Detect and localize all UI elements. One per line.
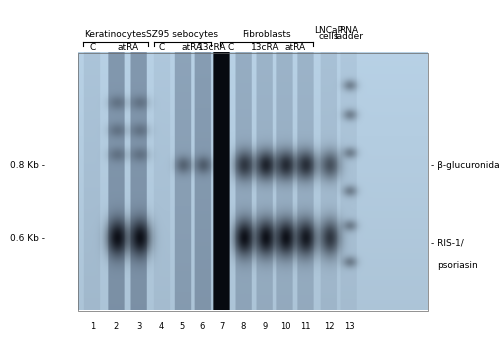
- Text: 5: 5: [180, 322, 185, 331]
- Text: LNCaP: LNCaP: [314, 26, 344, 35]
- Text: atRA: atRA: [118, 43, 139, 52]
- Text: atRA: atRA: [284, 43, 306, 52]
- Text: C: C: [158, 43, 164, 52]
- Text: Keratinocytes: Keratinocytes: [84, 30, 146, 39]
- Text: atRA: atRA: [182, 43, 203, 52]
- Text: C: C: [228, 43, 234, 52]
- Bar: [78, 53, 428, 310]
- Text: psoriasin: psoriasin: [437, 261, 478, 270]
- Text: 3: 3: [136, 322, 141, 331]
- Text: cells: cells: [319, 32, 339, 41]
- Text: RNA: RNA: [340, 26, 358, 35]
- Text: 6: 6: [200, 322, 205, 331]
- Text: SZ95 sebocytes: SZ95 sebocytes: [146, 30, 218, 39]
- Text: C: C: [90, 43, 96, 52]
- Text: 9: 9: [262, 322, 268, 331]
- Text: 13: 13: [344, 322, 354, 331]
- Text: 2: 2: [114, 322, 119, 331]
- Text: 0.8 Kb -: 0.8 Kb -: [10, 161, 45, 170]
- Text: 12: 12: [324, 322, 334, 331]
- Text: 10: 10: [280, 322, 290, 331]
- Text: 8: 8: [241, 322, 246, 331]
- Text: 0.6 Kb -: 0.6 Kb -: [10, 234, 45, 243]
- Text: 13cRA: 13cRA: [198, 43, 226, 52]
- Text: 1: 1: [90, 322, 95, 331]
- Text: ladder: ladder: [334, 32, 364, 41]
- Text: - β-glucuronidase: - β-glucuronidase: [431, 161, 500, 170]
- Text: 4: 4: [159, 322, 164, 331]
- Text: 11: 11: [300, 322, 310, 331]
- Text: - RIS-1/: - RIS-1/: [431, 239, 464, 248]
- Text: Fibroblasts: Fibroblasts: [242, 30, 290, 39]
- Text: 13cRA: 13cRA: [251, 43, 279, 52]
- Text: 7: 7: [219, 322, 224, 331]
